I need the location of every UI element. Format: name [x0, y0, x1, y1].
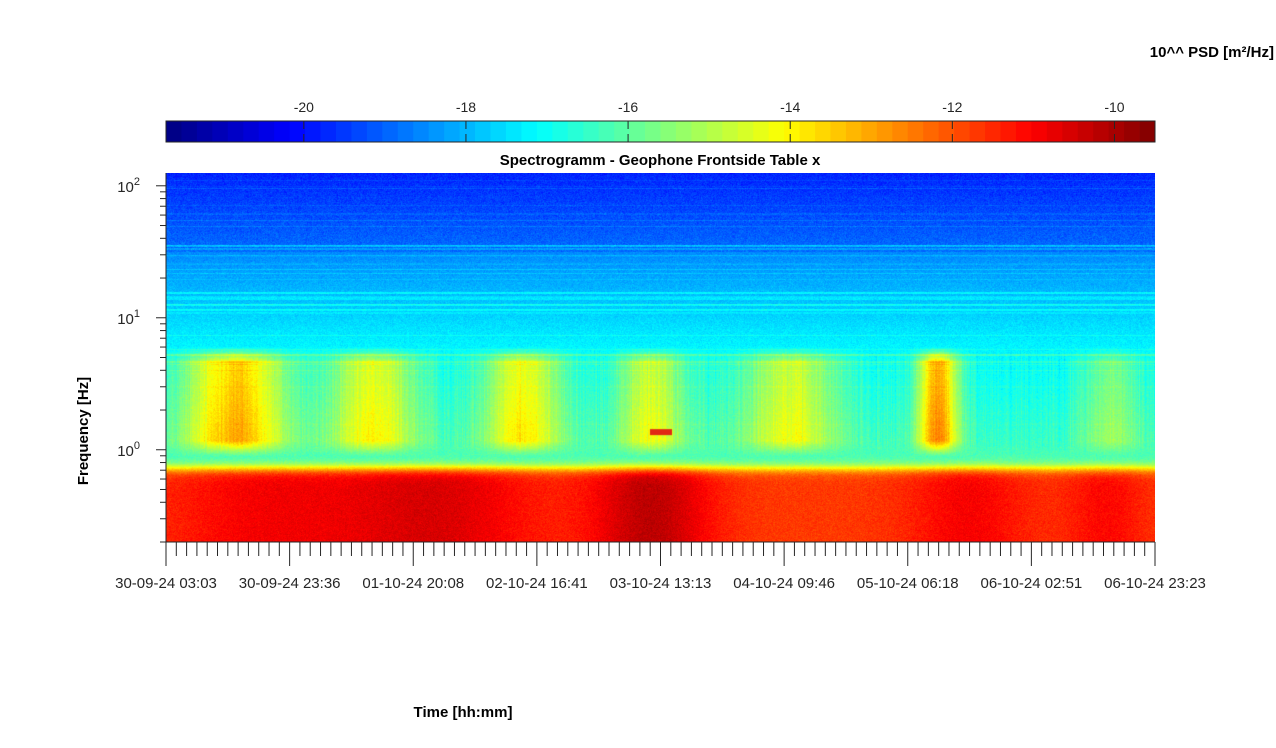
colorbar-segment — [552, 121, 569, 142]
colorbar-segment — [305, 121, 321, 142]
colorbar-segment — [1046, 121, 1063, 142]
y-tick-label: 101 — [117, 308, 140, 328]
x-tick-label: 06-10-24 23:23 — [1104, 575, 1206, 592]
colorbar-segment — [691, 121, 708, 142]
x-axis: 30-09-24 03:03 30-09-24 23:36 01-10-24 20:… — [115, 541, 1206, 592]
x-tick-label: 04-10-24 09:46 — [733, 575, 835, 592]
colorbar-tick-label: -18 — [456, 99, 476, 115]
x-tick-label: 06-10-24 02:51 — [981, 575, 1083, 592]
x-tick-label: 05-10-24 06:18 — [857, 575, 959, 592]
colorbar-segment — [521, 121, 538, 142]
colorbar-segment — [490, 121, 507, 142]
colorbar-segment — [1062, 121, 1079, 142]
x-tick-label: 03-10-24 13:13 — [610, 575, 712, 592]
colorbar-segment — [845, 121, 862, 142]
colorbar-segment — [768, 121, 785, 142]
colorbar-tick-label: -10 — [1104, 99, 1124, 115]
colorbar-segment — [923, 121, 940, 142]
colorbar-segment — [985, 121, 1001, 142]
colorbar-tick-label: -12 — [942, 99, 962, 115]
colorbar-segment — [969, 121, 986, 142]
colorbar-segment — [614, 121, 630, 142]
colorbar-segment — [196, 121, 213, 142]
colorbar-segment — [1124, 121, 1140, 142]
colorbar — [165, 120, 1156, 143]
colorbar-segment — [815, 121, 831, 142]
colorbar-segment — [428, 121, 445, 142]
colorbar-segment — [1108, 121, 1125, 142]
y-tick-label: 102 — [117, 176, 140, 196]
colorbar-segment — [660, 121, 677, 142]
x-axis-label: Time [hh:mm] — [414, 704, 513, 721]
colorbar-segment — [892, 121, 909, 142]
colorbar-segment — [382, 121, 399, 142]
colorbar-border — [165, 120, 1156, 143]
colorbar-segment — [629, 121, 646, 142]
colorbar-segment — [366, 121, 383, 142]
colorbar-segment — [320, 121, 337, 142]
colorbar-segment — [645, 121, 661, 142]
chart-title: Spectrogramm - Geophone Frontside Table … — [500, 152, 821, 169]
colorbar-segment — [799, 121, 816, 142]
colorbar-segment — [335, 121, 352, 142]
colorbar-segment — [243, 121, 260, 142]
colorbar-segment — [1015, 121, 1032, 142]
colorbar-segment — [753, 121, 770, 142]
colorbar-segment — [536, 121, 553, 142]
colorbar-segment — [227, 121, 244, 142]
colorbar-segment — [166, 121, 182, 142]
colorbar-segment — [459, 121, 476, 142]
colorbar-segment — [1077, 121, 1094, 142]
colorbar-segment — [444, 121, 461, 142]
colorbar-segment — [861, 121, 878, 142]
colorbar-segment — [567, 121, 584, 142]
colorbar-segment — [784, 121, 800, 142]
colorbar-segment — [706, 121, 723, 142]
colorbar-segment — [505, 121, 522, 142]
colorbar-segment — [212, 121, 229, 142]
colorbar-segment — [675, 121, 692, 142]
colorbar-ticks: -20 -18 -16 -14 -12 -10 — [294, 99, 1125, 142]
y-axis-label: Frequency [Hz] — [75, 377, 92, 485]
colorbar-segment — [830, 121, 847, 142]
colorbar-tick-label: -20 — [294, 99, 314, 115]
colorbar-segment — [876, 121, 893, 142]
colorbar-segment — [1139, 121, 1156, 142]
colorbar-segment — [907, 121, 924, 142]
colorbar-tick-label: -16 — [618, 99, 638, 115]
colorbar-label: 10^^ PSD [m²/Hz] — [1150, 44, 1274, 61]
x-tick-label: 30-09-24 03:03 — [115, 575, 217, 592]
colorbar-segment — [274, 121, 291, 142]
colorbar-segment — [475, 121, 491, 142]
colorbar-segment — [598, 121, 615, 142]
x-tick-label: 02-10-24 16:41 — [486, 575, 588, 592]
y-tick-label: 100 — [117, 440, 140, 460]
colorbar-segment — [954, 121, 970, 142]
colorbar-segment — [1031, 121, 1048, 142]
x-tick-label: 01-10-24 20:08 — [362, 575, 464, 592]
colorbar-segment — [289, 121, 306, 142]
colorbar-segment — [258, 121, 275, 142]
colorbar-segment — [583, 121, 600, 142]
colorbar-segment — [722, 121, 739, 142]
y-axis: 100 101 102 — [117, 173, 167, 543]
spectrogram-image — [166, 173, 1155, 542]
colorbar-segment — [938, 121, 955, 142]
colorbar-segment — [397, 121, 414, 142]
x-tick-label: 30-09-24 23:36 — [239, 575, 341, 592]
colorbar-segment — [1093, 121, 1110, 142]
colorbar-segment — [413, 121, 430, 142]
colorbar-segment — [1000, 121, 1017, 142]
colorbar-tick-label: -14 — [780, 99, 800, 115]
colorbar-segment — [351, 121, 368, 142]
colorbar-segment — [181, 121, 198, 142]
colorbar-segment — [737, 121, 754, 142]
